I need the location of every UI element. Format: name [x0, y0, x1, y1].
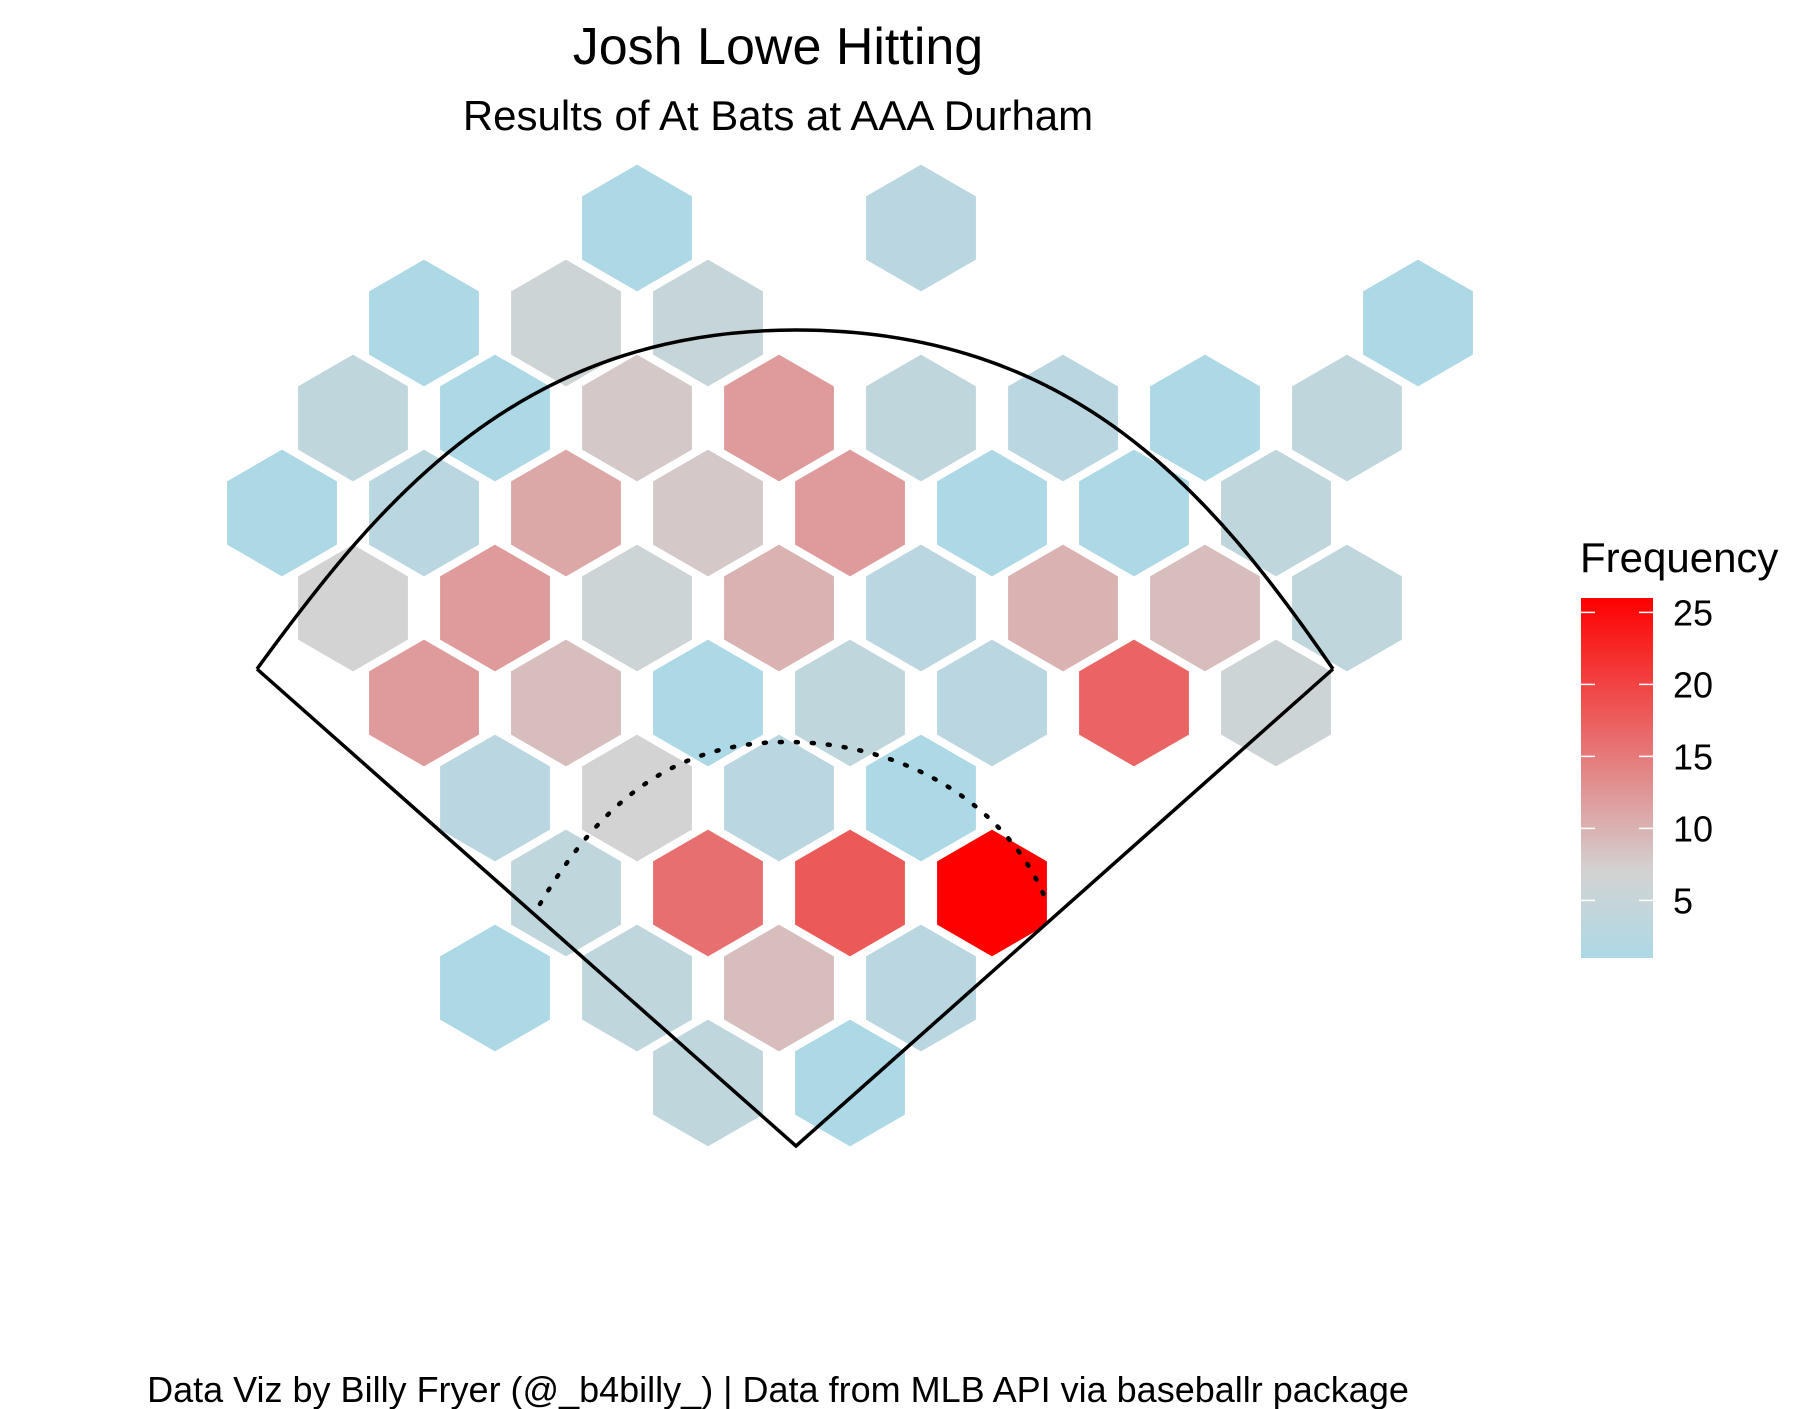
hex-bin: [653, 1019, 763, 1147]
foul-lines: [255, 667, 1335, 1149]
hex-bin: [724, 354, 834, 482]
hex-bin: [369, 449, 479, 577]
hex-bin: [1079, 449, 1189, 577]
legend-tick-label: 20: [1673, 664, 1713, 705]
hex-bin: [582, 734, 692, 862]
hex-bin: [440, 924, 550, 1052]
hex-bin: [795, 639, 905, 767]
legend-title: Frequency: [1580, 534, 1778, 581]
chart-subtitle: Results of At Bats at AAA Durham: [463, 92, 1093, 139]
hex-bin: [795, 829, 905, 957]
hex-bin: [866, 544, 976, 672]
hex-bin: [866, 164, 976, 292]
hex-bin: [440, 734, 550, 862]
hex-bin: [1292, 544, 1402, 672]
hex-bin: [582, 924, 692, 1052]
hex-bin: [511, 829, 621, 957]
legend-tick-label: 25: [1673, 592, 1713, 633]
hex-bin: [937, 639, 1047, 767]
hex-bin: [795, 449, 905, 577]
hex-bin: [1292, 354, 1402, 482]
hex-bin: [1008, 544, 1118, 672]
legend-tick-label: 15: [1673, 736, 1713, 777]
hex-bin: [511, 259, 621, 387]
hex-bin: [1150, 354, 1260, 482]
hex-bin: [582, 164, 692, 292]
hex-bin: [653, 639, 763, 767]
hex-bin: [724, 924, 834, 1052]
hex-bin: [298, 354, 408, 482]
hex-bin: [724, 734, 834, 862]
hex-bin: [866, 354, 976, 482]
legend-tick-label: 5: [1673, 880, 1693, 921]
hex-bin: [937, 449, 1047, 577]
field-outline: [255, 328, 1335, 1149]
chart-caption: Data Viz by Billy Fryer (@_b4billy_) | D…: [147, 1369, 1409, 1409]
hex-bin: [1008, 354, 1118, 482]
legend-tick-label: 10: [1673, 808, 1713, 849]
hex-bin: [1150, 544, 1260, 672]
chart-title: Josh Lowe Hitting: [573, 18, 983, 76]
legend-colorbar: [1581, 598, 1653, 958]
hex-bin: [795, 1019, 905, 1147]
hex-bin: [227, 449, 337, 577]
hex-bin: [1221, 449, 1331, 577]
hex-bin: [724, 544, 834, 672]
hex-bin: [653, 449, 763, 577]
hex-bin: [369, 259, 479, 387]
hex-bin: [1221, 639, 1331, 767]
hex-bin: [866, 924, 976, 1052]
hex-bin: [866, 734, 976, 862]
hex-bin: [1363, 259, 1473, 387]
hex-bin: [511, 639, 621, 767]
legend-ticks: 25 20 15 10 5: [1581, 592, 1713, 921]
hex-bin: [369, 639, 479, 767]
hex-bin: [582, 354, 692, 482]
legend: Frequency 25 20 15 10 5: [1580, 534, 1778, 958]
hex-bin: [511, 449, 621, 577]
hex-bin: [653, 259, 763, 387]
hex-bin: [298, 544, 408, 672]
hex-bin: [937, 829, 1047, 957]
hex-bin: [582, 544, 692, 672]
outfield-wall: [255, 328, 1335, 671]
hex-bin: [1079, 639, 1189, 767]
hex-bin: [653, 829, 763, 957]
hexbin-layer: [227, 164, 1473, 1147]
hex-bin: [440, 544, 550, 672]
